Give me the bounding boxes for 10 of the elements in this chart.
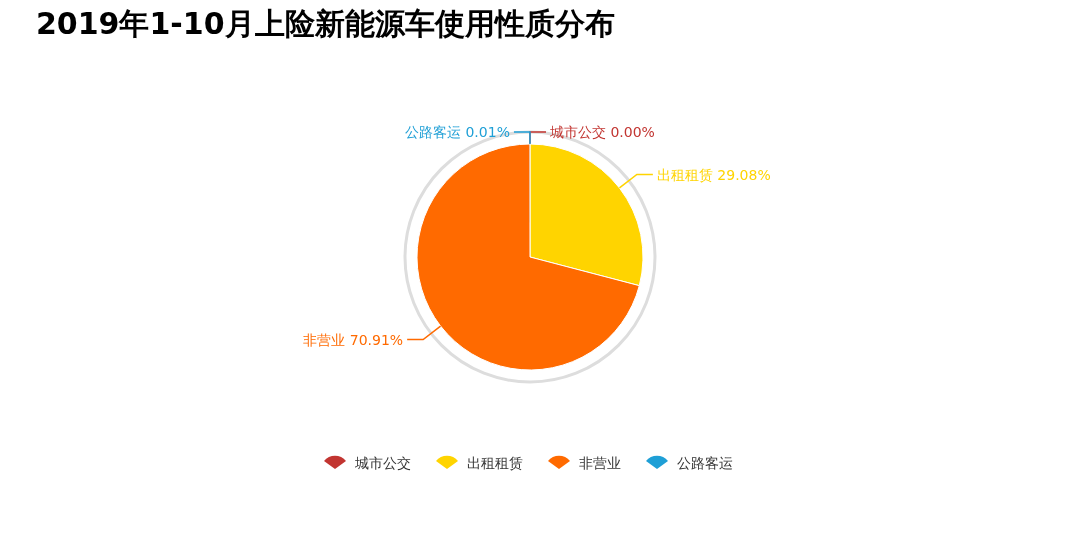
pie-slice bbox=[416, 143, 640, 371]
legend-label: 城市公交 bbox=[354, 455, 411, 471]
category-label: 公路客运 0.01% bbox=[405, 124, 510, 140]
chart-title: 2019年1-10月上险新能源车使用性质分布 bbox=[36, 6, 615, 41]
legend-label: 非营业 bbox=[579, 455, 621, 471]
category-label: 出租租赁 29.08% bbox=[656, 166, 771, 183]
legend-label: 出租租赁 bbox=[467, 455, 523, 471]
category-label: 城市公交 0.00% bbox=[550, 124, 655, 140]
legend-label: 公路客运 bbox=[677, 455, 733, 471]
category-label: 非营业 70.91% bbox=[303, 331, 404, 348]
